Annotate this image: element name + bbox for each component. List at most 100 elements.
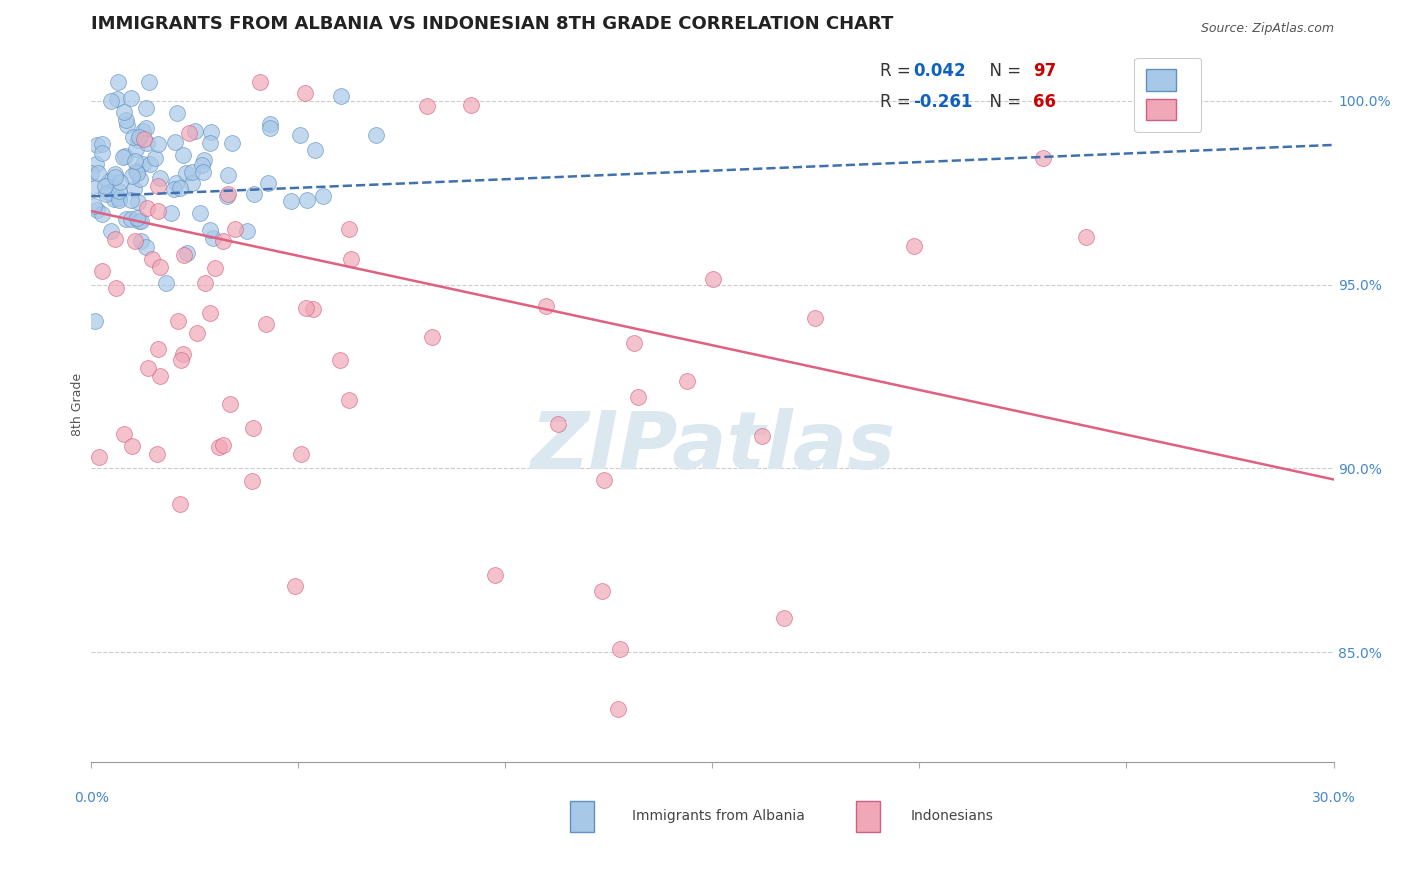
Point: [242, 420, 264, 434]
Point: [702, 271, 724, 285]
Point: [100, 224, 122, 238]
Point: [218, 168, 240, 182]
Point: [111, 150, 134, 164]
Point: [104, 169, 127, 184]
Text: 97: 97: [1033, 62, 1056, 79]
Point: [170, 353, 193, 368]
Point: [183, 124, 205, 138]
Point: [606, 702, 628, 716]
Point: [143, 151, 166, 165]
Point: [176, 246, 198, 260]
Point: [224, 222, 246, 236]
Point: [132, 132, 155, 146]
Point: [416, 99, 439, 113]
Point: [259, 120, 281, 135]
Point: [127, 133, 149, 147]
Point: [181, 165, 204, 179]
Text: Source: ZipAtlas.com: Source: ZipAtlas.com: [1201, 22, 1333, 35]
Text: N =: N =: [980, 94, 1026, 112]
Point: [91, 146, 114, 161]
Point: [221, 136, 243, 150]
Point: [131, 234, 153, 248]
Point: [100, 94, 122, 108]
Point: [127, 195, 149, 210]
Point: [90, 264, 112, 278]
Point: [191, 158, 214, 172]
Point: [115, 113, 138, 128]
Point: [107, 185, 129, 199]
Point: [254, 317, 277, 331]
Point: [121, 169, 143, 183]
Point: [138, 75, 160, 89]
Point: [104, 281, 127, 295]
Point: [194, 277, 217, 291]
Point: [536, 299, 558, 313]
Point: [121, 130, 143, 145]
Point: [141, 252, 163, 267]
Point: [128, 214, 150, 228]
Point: [284, 578, 307, 592]
Point: [165, 176, 187, 190]
Point: [124, 153, 146, 168]
Point: [200, 125, 222, 139]
Point: [259, 118, 281, 132]
Point: [90, 136, 112, 151]
Point: [149, 170, 172, 185]
Point: [114, 212, 136, 227]
Text: R =: R =: [880, 94, 917, 112]
Point: [115, 119, 138, 133]
Point: [129, 213, 152, 227]
Point: [112, 104, 135, 119]
Point: [235, 224, 257, 238]
Point: [676, 374, 699, 388]
Point: [148, 260, 170, 275]
Point: [86, 137, 108, 152]
Text: 30.0%: 30.0%: [1312, 791, 1355, 805]
Point: [312, 189, 335, 203]
Point: [215, 188, 238, 202]
Point: [751, 429, 773, 443]
Text: 0.0%: 0.0%: [73, 791, 108, 805]
Point: [169, 497, 191, 511]
Point: [1074, 230, 1097, 244]
Point: [212, 234, 235, 248]
Point: [364, 128, 387, 143]
Point: [124, 234, 146, 248]
Point: [193, 153, 215, 168]
Point: [125, 142, 148, 156]
Text: IMMIGRANTS FROM ALBANIA VS INDONESIAN 8TH GRADE CORRELATION CHART: IMMIGRANTS FROM ALBANIA VS INDONESIAN 8T…: [91, 15, 894, 33]
Point: [172, 347, 194, 361]
Point: [337, 222, 360, 236]
Point: [135, 136, 157, 150]
Point: [593, 473, 616, 487]
Point: [330, 88, 353, 103]
Point: [145, 447, 167, 461]
Point: [337, 393, 360, 408]
Point: [623, 335, 645, 350]
Point: [212, 438, 235, 452]
Point: [128, 172, 150, 186]
Point: [173, 248, 195, 262]
Point: [218, 396, 240, 410]
Point: [110, 176, 132, 190]
Point: [146, 136, 169, 151]
Point: [288, 128, 311, 143]
Point: [155, 277, 177, 291]
Point: [127, 211, 149, 225]
Point: [94, 186, 117, 201]
Point: [167, 314, 190, 328]
Point: [609, 641, 631, 656]
Point: [172, 148, 194, 162]
Point: [803, 311, 825, 326]
Point: [90, 207, 112, 221]
Point: [290, 447, 312, 461]
Point: [174, 165, 197, 179]
Point: [108, 191, 131, 205]
Point: [87, 166, 110, 180]
Text: ZIPatlas: ZIPatlas: [530, 408, 894, 486]
Text: R =: R =: [880, 62, 917, 79]
Point: [169, 180, 191, 194]
Point: [104, 168, 127, 182]
Point: [114, 149, 136, 163]
Point: [180, 176, 202, 190]
